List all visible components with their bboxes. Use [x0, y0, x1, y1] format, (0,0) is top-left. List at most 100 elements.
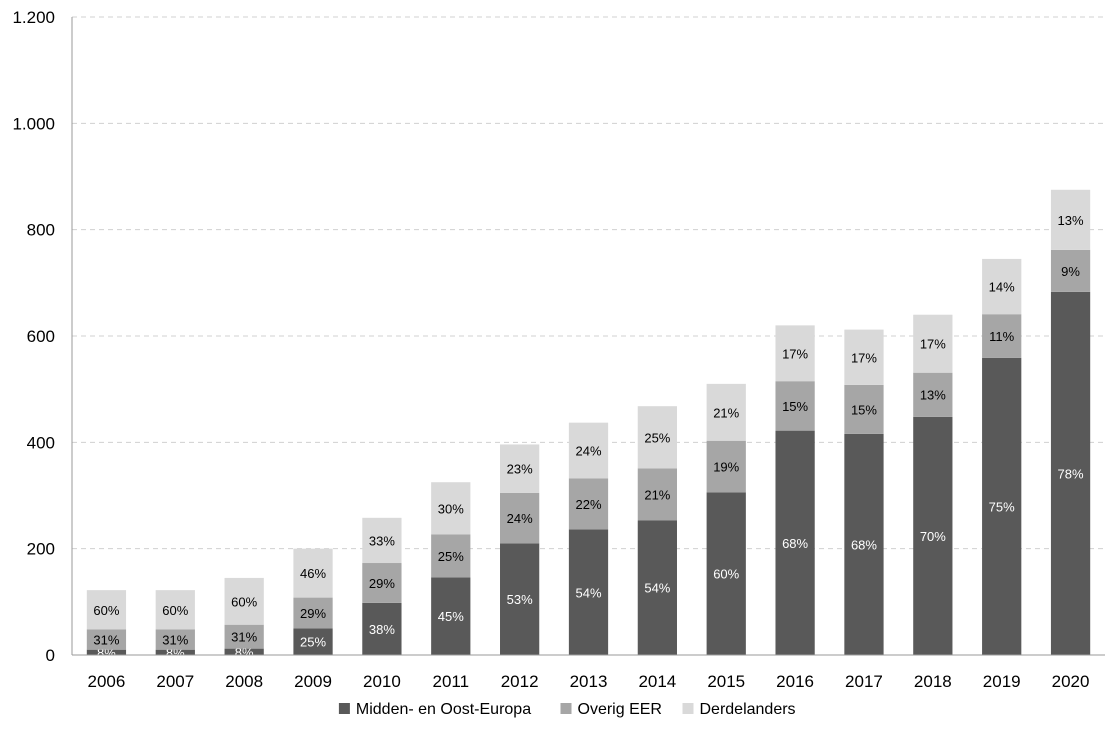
data-label: 17% [851, 350, 877, 365]
data-label: 68% [782, 536, 808, 551]
data-label: 15% [851, 402, 877, 417]
legend-swatch [560, 703, 572, 714]
data-label: 13% [1058, 213, 1084, 228]
data-label: 19% [713, 460, 739, 475]
data-label: 24% [507, 511, 533, 526]
bar-segment [293, 628, 333, 655]
bar-segment [362, 517, 402, 564]
bar-segment [913, 416, 953, 655]
bar-segment [637, 468, 677, 521]
bar-segment [706, 492, 746, 655]
x-tick-label: 2013 [570, 672, 608, 691]
bar-segment [431, 577, 471, 655]
bar-segment [86, 590, 127, 630]
data-label: 78% [1058, 466, 1084, 481]
bar-segment [500, 444, 540, 493]
y-tick-label: 200 [27, 540, 55, 559]
bar-segment [568, 529, 609, 655]
bar-segment [86, 649, 127, 655]
bar-segment [982, 357, 1022, 655]
bars-layer: 8%31%60%8%31%60%8%31%60%25%29%46%38%29%3… [86, 189, 1091, 660]
data-label: 31% [231, 630, 257, 645]
data-label: 38% [369, 622, 395, 637]
bar-segment [568, 478, 609, 530]
bar-segment [500, 543, 540, 655]
bar-segment [775, 430, 815, 655]
bar-segment [155, 649, 195, 655]
bar-segment [706, 440, 746, 493]
y-tick-label: 1.000 [12, 114, 55, 133]
axes-layer: 0 200 400 600 800 1.000 1.200 2006 2007 2008 2009 2… [12, 8, 1105, 691]
data-label: 17% [920, 337, 946, 352]
data-label: 23% [507, 462, 533, 477]
data-label: 45% [438, 609, 464, 624]
data-label: 30% [438, 501, 464, 516]
data-label: 53% [507, 592, 533, 607]
data-label: 29% [369, 576, 395, 591]
bar-segment [224, 577, 264, 625]
bar-segment [913, 314, 953, 373]
bar-segment [500, 492, 540, 544]
y-tick-label: 400 [27, 433, 55, 452]
bar-segment [431, 534, 471, 578]
bar-segment [362, 563, 402, 603]
bar-segment [1050, 291, 1091, 655]
legend-label: Midden- en Oost-Europa [356, 701, 531, 718]
bar-segment [1050, 189, 1091, 250]
legend-label: Overig EER [578, 701, 662, 718]
x-tick-label: 2016 [776, 672, 814, 691]
bar-segment [1050, 249, 1091, 292]
data-label: 60% [93, 603, 119, 618]
data-label: 17% [782, 346, 808, 361]
bar-segment [637, 406, 677, 469]
y-tick-label: 0 [46, 646, 55, 665]
bar-segment [293, 548, 333, 598]
x-tick-label: 2012 [501, 672, 539, 691]
x-tick-label: 2007 [156, 672, 194, 691]
legend-swatch [338, 703, 350, 714]
bar-segment [844, 384, 884, 434]
bar-segment [844, 329, 884, 385]
bar-segment [982, 258, 1022, 315]
bar-segment [568, 422, 609, 479]
data-label: 33% [369, 533, 395, 548]
x-tick-label: 2006 [88, 672, 126, 691]
bar-segment [224, 624, 264, 649]
data-label: 21% [644, 487, 670, 502]
data-label: 60% [162, 603, 188, 618]
data-label: 25% [300, 635, 326, 650]
data-label: 60% [231, 594, 257, 609]
x-tick-label: 2010 [363, 672, 401, 691]
bar-segment [982, 314, 1022, 358]
data-label: 46% [300, 566, 326, 581]
x-tick-label: 2009 [294, 672, 332, 691]
data-label: 25% [438, 549, 464, 564]
bar-segment [362, 602, 402, 655]
data-label: 24% [575, 444, 601, 459]
bar-segment [431, 482, 471, 535]
x-tick-label: 2019 [983, 672, 1021, 691]
bar-segment [293, 597, 333, 629]
data-label: 70% [920, 529, 946, 544]
data-label: 15% [782, 399, 808, 414]
data-label: 60% [713, 567, 739, 582]
y-tick-label: 800 [27, 221, 55, 240]
x-tick-label: 2020 [1052, 672, 1090, 691]
x-tick-label: 2015 [707, 672, 745, 691]
y-tick-label: 1.200 [12, 8, 55, 27]
bar-segment [155, 590, 195, 630]
data-label: 54% [644, 581, 670, 596]
data-label: 25% [644, 430, 670, 445]
x-tick-label: 2011 [432, 672, 469, 691]
bar-segment [86, 629, 127, 650]
x-tick-label: 2008 [225, 672, 263, 691]
data-label: 14% [989, 280, 1015, 295]
bar-segment [775, 325, 815, 382]
data-label: 29% [300, 606, 326, 621]
data-label: 21% [713, 405, 739, 420]
legend-label: Derdelanders [700, 701, 796, 718]
data-label: 31% [93, 633, 119, 648]
bar-segment [775, 381, 815, 431]
